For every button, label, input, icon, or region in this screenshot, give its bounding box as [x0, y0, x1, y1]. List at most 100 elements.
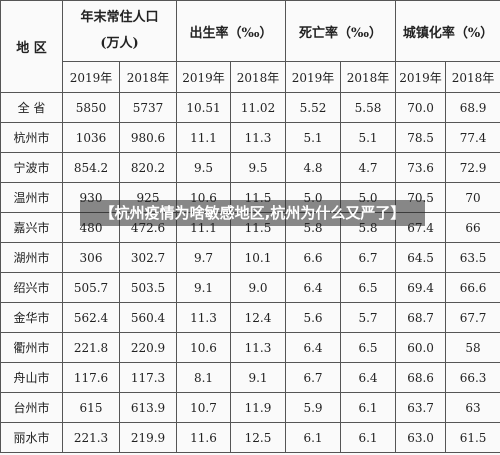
- region-cell: 金华市: [0, 302, 63, 333]
- value-cell: 66.3: [445, 362, 500, 393]
- value-cell: 58: [445, 332, 500, 363]
- value-cell: 9.0: [230, 272, 287, 303]
- year-header: 2018年: [230, 61, 287, 93]
- value-cell: 6.1: [285, 422, 342, 453]
- value-cell: 9.5: [230, 152, 287, 183]
- year-header: 2019年: [62, 61, 120, 93]
- year-header: 2019年: [176, 61, 232, 93]
- value-cell: 5.1: [340, 122, 397, 153]
- value-cell: 5737: [118, 92, 178, 123]
- value-cell: 613.9: [118, 392, 178, 423]
- value-cell: 6.5: [340, 272, 397, 303]
- region-cell: 绍兴市: [0, 272, 63, 303]
- value-cell: 10.51: [176, 92, 232, 123]
- value-cell: 5.7: [340, 302, 397, 333]
- value-cell: 6.1: [340, 422, 397, 453]
- value-cell: 11.3: [176, 302, 232, 333]
- region-cell: 湖州市: [0, 242, 63, 273]
- value-cell: 615: [62, 392, 120, 423]
- year-header: 2018年: [118, 61, 178, 93]
- value-cell: 70: [445, 182, 500, 213]
- value-cell: 6.5: [340, 332, 397, 363]
- value-cell: 4.7: [340, 152, 397, 183]
- value-cell: 5850: [62, 92, 120, 123]
- value-cell: 219.9: [118, 422, 178, 453]
- region-cell: 台州市: [0, 392, 63, 423]
- value-cell: 11.02: [230, 92, 287, 123]
- value-cell: 117.3: [118, 362, 178, 393]
- value-cell: 8.1: [176, 362, 232, 393]
- value-cell: 5.52: [285, 92, 342, 123]
- value-cell: 63.7: [395, 392, 447, 423]
- header-death: 死亡率（‰）: [285, 0, 397, 62]
- year-header: 2018年: [445, 61, 500, 93]
- value-cell: 9.1: [230, 362, 287, 393]
- value-cell: 6.7: [285, 362, 342, 393]
- value-cell: 221.3: [62, 422, 120, 453]
- value-cell: 11.9: [230, 392, 287, 423]
- value-cell: 505.7: [62, 272, 120, 303]
- value-cell: 5.1: [285, 122, 342, 153]
- value-cell: 854.2: [62, 152, 120, 183]
- value-cell: 5.58: [340, 92, 397, 123]
- table-row: 台州市 615 613.9 10.7 11.9 5.9 6.1 63.7 63: [0, 392, 500, 423]
- header-population: 年末常住人口 (万人): [61, 0, 178, 62]
- value-cell: 9.1: [176, 272, 232, 303]
- year-header: 2019年: [285, 61, 342, 93]
- value-cell: 72.9: [445, 152, 500, 183]
- table-row: 舟山市 117.6 117.3 8.1 9.1 6.7 6.4 68.6 66.3: [0, 362, 500, 393]
- value-cell: 6.7: [340, 242, 397, 273]
- value-cell: 61.5: [445, 422, 500, 453]
- value-cell: 5.9: [285, 392, 342, 423]
- year-header: 2018年: [340, 61, 397, 93]
- value-cell: 11.6: [176, 422, 232, 453]
- value-cell: 306: [62, 242, 120, 273]
- value-cell: 69.4: [395, 272, 447, 303]
- value-cell: 6.6: [285, 242, 342, 273]
- value-cell: 12.4: [230, 302, 287, 333]
- value-cell: 10.6: [176, 332, 232, 363]
- value-cell: 10.7: [176, 392, 232, 423]
- value-cell: 6.4: [285, 272, 342, 303]
- region-cell: 杭州市: [0, 122, 63, 153]
- value-cell: 67.7: [445, 302, 500, 333]
- value-cell: 1036: [62, 122, 120, 153]
- value-cell: 560.4: [118, 302, 178, 333]
- value-cell: 9.7: [176, 242, 232, 273]
- value-cell: 68.6: [395, 362, 447, 393]
- value-cell: 117.6: [62, 362, 120, 393]
- table-row: 绍兴市 505.7 503.5 9.1 9.0 6.4 6.5 69.4 66.6: [0, 272, 500, 303]
- value-cell: 11.1: [176, 122, 232, 153]
- value-cell: 11.3: [230, 332, 287, 363]
- value-cell: 60.0: [395, 332, 447, 363]
- table-row: 杭州市 1036 980.6 11.1 11.3 5.1 5.1 78.5 77.4: [0, 122, 500, 153]
- value-cell: 63.5: [445, 242, 500, 273]
- region-cell: 嘉兴市: [0, 212, 63, 243]
- region-cell: 丽水市: [0, 422, 63, 453]
- value-cell: 66.6: [445, 272, 500, 303]
- value-cell: 980.6: [118, 122, 178, 153]
- value-cell: 63.0: [395, 422, 447, 453]
- value-cell: 73.6: [395, 152, 447, 183]
- value-cell: 4.8: [285, 152, 342, 183]
- value-cell: 66: [445, 212, 500, 243]
- value-cell: 63: [445, 392, 500, 423]
- value-cell: 11.3: [230, 122, 287, 153]
- value-cell: 503.5: [118, 272, 178, 303]
- region-cell: 宁波市: [0, 152, 63, 183]
- value-cell: 6.1: [340, 392, 397, 423]
- value-cell: 68.9: [445, 92, 500, 123]
- header-birth: 出生率（‰）: [176, 0, 287, 62]
- region-cell: 舟山市: [0, 362, 63, 393]
- header-text: (万人): [100, 36, 139, 51]
- value-cell: 220.9: [118, 332, 178, 363]
- value-cell: 70.0: [395, 92, 447, 123]
- value-cell: 562.4: [62, 302, 120, 333]
- region-cell: 衢州市: [0, 332, 63, 363]
- table-row: 全 省 5850 5737 10.51 11.02 5.52 5.58 70.0 68.9: [0, 92, 500, 123]
- value-cell: 12.5: [230, 422, 287, 453]
- value-cell: 68.7: [395, 302, 447, 333]
- value-cell: 302.7: [118, 242, 178, 273]
- region-cell: 全 省: [0, 92, 63, 123]
